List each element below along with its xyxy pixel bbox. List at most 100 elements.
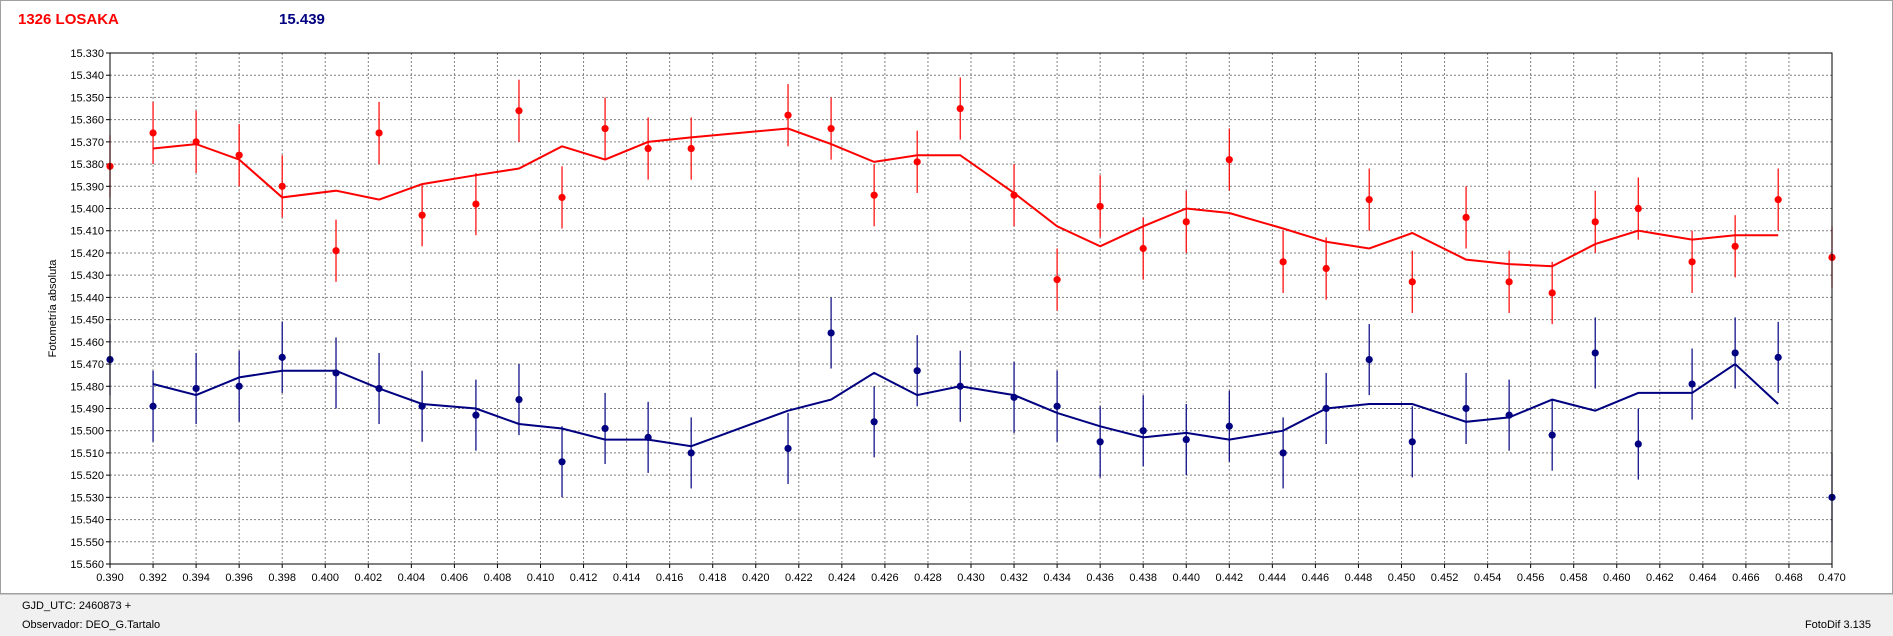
y-tick-label: 15.490 <box>70 403 104 415</box>
data-point <box>375 129 383 137</box>
data-point <box>1279 449 1287 457</box>
data-point <box>418 211 426 219</box>
status-bar: GJD_UTC: 2460873 + Observador: DEO_G.Tar… <box>0 594 1893 636</box>
y-tick-label: 15.400 <box>70 204 104 216</box>
y-tick-label: 15.440 <box>70 292 104 304</box>
data-point <box>235 382 243 390</box>
data-point <box>1505 278 1513 286</box>
data-point <box>1322 264 1330 273</box>
x-tick-label: 0.444 <box>1259 572 1287 584</box>
y-tick-label: 15.430 <box>70 270 104 282</box>
x-tick-label: 0.412 <box>570 572 598 584</box>
data-point <box>1731 349 1739 357</box>
x-tick-label: 0.432 <box>1000 572 1028 584</box>
data-point <box>278 353 286 361</box>
data-point <box>1408 438 1416 446</box>
x-tick-label: 0.426 <box>871 572 899 584</box>
y-tick-label: 15.470 <box>70 359 104 371</box>
x-tick-label: 0.422 <box>785 572 813 584</box>
x-tick-label: 0.398 <box>268 572 296 584</box>
data-point <box>601 124 609 133</box>
data-point <box>827 124 835 133</box>
y-tick-label: 15.450 <box>70 315 104 327</box>
y-tick-label: 15.410 <box>70 226 104 238</box>
x-tick-label: 0.434 <box>1043 572 1071 584</box>
data-point <box>192 384 200 393</box>
y-tick-label: 15.530 <box>70 492 104 504</box>
comparison-value-label: 15.439 <box>279 11 325 28</box>
data-point <box>1688 380 1696 388</box>
version-label: FotoDif 3.135 <box>1804 619 1871 631</box>
data-point <box>1139 427 1147 435</box>
x-tick-label: 0.464 <box>1689 572 1717 584</box>
y-tick-label: 15.540 <box>70 515 104 527</box>
gjd-label: GJD_UTC: 2460873 + <box>22 600 132 612</box>
data-point <box>192 138 200 146</box>
y-tick-label: 15.330 <box>70 48 104 60</box>
x-tick-label: 0.462 <box>1646 572 1674 584</box>
series-group <box>106 77 1836 542</box>
y-tick-label: 15.360 <box>70 115 104 127</box>
data-point <box>1462 213 1470 222</box>
data-point <box>1225 422 1233 430</box>
data-point <box>1182 435 1190 444</box>
data-point <box>1591 218 1599 226</box>
data-point <box>1731 242 1739 250</box>
observer-label: Observador: DEO_G.Tartalo <box>22 619 161 631</box>
x-tick-label: 0.420 <box>742 572 770 584</box>
data-point <box>1010 393 1018 401</box>
x-tick-label: 0.402 <box>355 572 383 584</box>
data-point <box>913 367 921 375</box>
data-point <box>956 382 964 390</box>
data-point <box>278 182 286 190</box>
x-tick-label: 0.442 <box>1216 572 1244 584</box>
x-tick-label: 0.414 <box>613 572 641 584</box>
data-point <box>1774 353 1782 361</box>
x-tick-label: 0.454 <box>1474 572 1502 584</box>
data-point <box>332 369 340 377</box>
x-tick-label: 0.460 <box>1603 572 1631 584</box>
x-tick-label: 0.418 <box>699 572 727 584</box>
x-tick-label: 0.452 <box>1431 572 1459 584</box>
data-point <box>1096 202 1104 210</box>
data-point <box>1634 204 1642 213</box>
y-tick-label: 15.520 <box>70 470 104 482</box>
data-point <box>1462 404 1470 413</box>
x-tick-label: 0.448 <box>1345 572 1373 584</box>
data-point <box>1688 258 1696 266</box>
data-point <box>149 402 157 410</box>
y-tick-label: 15.350 <box>70 92 104 104</box>
data-point <box>644 144 652 153</box>
x-tick-label: 0.458 <box>1560 572 1588 584</box>
y-tick-label: 15.380 <box>70 159 104 171</box>
y-tick-label: 15.560 <box>70 559 104 571</box>
x-tick-label: 0.470 <box>1818 572 1846 584</box>
x-tick-label: 0.404 <box>398 572 426 584</box>
x-tick-label: 0.390 <box>96 572 124 584</box>
y-tick-label: 15.480 <box>70 381 104 393</box>
data-point <box>149 129 157 137</box>
data-point <box>1774 196 1782 204</box>
x-tick-label: 0.468 <box>1775 572 1803 584</box>
data-point <box>1548 431 1556 439</box>
data-point <box>1225 156 1233 164</box>
data-point <box>1053 402 1061 410</box>
x-tick-label: 0.440 <box>1172 572 1200 584</box>
y-axis-label: Fotometría absoluta <box>47 259 59 358</box>
plot-area-border <box>109 52 1833 565</box>
x-tick-label: 0.438 <box>1129 572 1157 584</box>
data-point <box>687 449 695 457</box>
data-point <box>1182 218 1190 226</box>
data-point <box>1365 356 1373 364</box>
data-point <box>870 418 878 426</box>
x-tick-label: 0.392 <box>139 572 167 584</box>
data-point <box>1634 440 1642 448</box>
y-tick-label: 15.420 <box>70 248 104 260</box>
data-point <box>827 329 835 337</box>
x-tick-label: 0.410 <box>527 572 555 584</box>
data-point <box>332 247 340 255</box>
data-point <box>1591 349 1599 357</box>
data-point <box>418 402 426 410</box>
x-tick-label: 0.450 <box>1388 572 1416 584</box>
data-point <box>375 384 383 393</box>
